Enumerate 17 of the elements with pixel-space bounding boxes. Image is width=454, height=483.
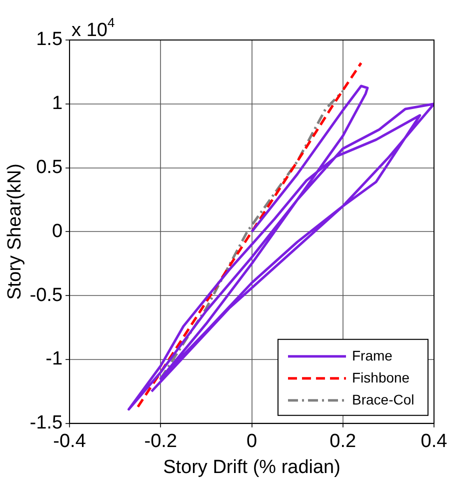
x-tick-label: 0.2 xyxy=(330,431,356,452)
x-tick-label: -0.4 xyxy=(53,431,86,452)
y-tick-label: 1 xyxy=(52,93,63,114)
x-tick-label: 0.4 xyxy=(420,431,448,452)
legend-label: Brace-Col xyxy=(352,391,414,408)
y-tick-label: 0 xyxy=(52,220,63,242)
y-tick-label: -1 xyxy=(46,348,63,370)
legend-label: Fishbone xyxy=(352,369,410,386)
y-tick-label: 1.5 xyxy=(36,29,63,50)
x-axis-title: Story Drift (% radian) xyxy=(163,456,340,478)
x-tick-label: 0 xyxy=(246,431,258,452)
x-tick-label: -0.2 xyxy=(144,431,178,452)
y-tick-label: -1.5 xyxy=(30,412,63,434)
legend-label: Frame xyxy=(352,347,393,364)
y-tick-label: -0.5 xyxy=(30,284,63,306)
y-axis-title: Story Shear(kN) xyxy=(4,164,26,300)
y-tick-label: 0.5 xyxy=(36,157,63,178)
